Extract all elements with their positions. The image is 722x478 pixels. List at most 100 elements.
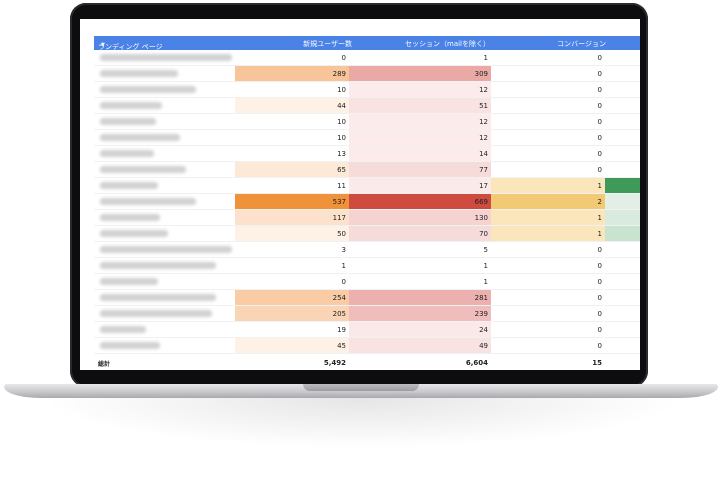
extra-column-cell [605, 210, 640, 225]
blurred-url [100, 246, 232, 253]
extra-column-cell [605, 66, 640, 81]
sessions-cell-value: 70 [479, 230, 488, 238]
new-users-cell-value: 0 [341, 278, 346, 286]
landing-page-cell [94, 66, 235, 81]
landing-page-cell [94, 146, 235, 161]
conversions-cell: 0 [491, 274, 605, 289]
conversions-cell-value: 0 [597, 310, 602, 318]
table-row[interactable]: 0 1 0 [94, 274, 640, 290]
sessions-cell-value: 130 [474, 214, 488, 222]
table-row[interactable]: 1 1 0 [94, 258, 640, 274]
blurred-url [100, 342, 160, 349]
extra-column-cell [605, 290, 640, 305]
new-users-cell: 11 [235, 178, 349, 193]
sessions-cell-value: 12 [479, 134, 488, 142]
conversions-cell-value: 0 [597, 150, 602, 158]
sessions-cell: 669 [349, 194, 491, 209]
totals-sessions: 6,604 [465, 359, 488, 367]
blurred-url [100, 70, 178, 77]
new-users-cell-value: 11 [337, 182, 346, 190]
conversions-cell: 1 [491, 178, 605, 193]
new-users-cell: 0 [235, 50, 349, 65]
extra-column-cell [605, 146, 640, 161]
sessions-cell-value: 14 [479, 150, 488, 158]
table-row[interactable]: 10 12 0 [94, 82, 640, 98]
blurred-url [100, 326, 146, 333]
laptop-screen: ランディング ページ ▼ 新規ユーザー数 セッション（mailを除く） コンバージ… [80, 19, 640, 370]
new-users-cell: 0 [235, 274, 349, 289]
conversions-cell-value: 0 [597, 246, 602, 254]
table-row[interactable]: 205 239 0 [94, 306, 640, 322]
landing-page-cell [94, 338, 235, 353]
table-row[interactable]: 3 5 0 [94, 242, 640, 258]
blurred-url [100, 294, 216, 301]
conversions-cell: 1 [491, 210, 605, 225]
blurred-url [100, 102, 162, 109]
table-row[interactable]: 13 14 0 [94, 146, 640, 162]
extra-column-cell [605, 114, 640, 129]
sessions-cell: 14 [349, 146, 491, 161]
new-users-cell: 537 [235, 194, 349, 209]
blurred-url [100, 150, 154, 157]
sessions-cell: 5 [349, 242, 491, 257]
laptop-shadow [40, 398, 682, 448]
table-row[interactable]: 65 77 0 [94, 162, 640, 178]
table-row[interactable]: 289 309 0 [94, 66, 640, 82]
table-row[interactable]: 10 12 0 [94, 130, 640, 146]
sessions-cell-value: 281 [474, 294, 488, 302]
new-users-cell-value: 117 [332, 214, 346, 222]
new-users-cell: 10 [235, 82, 349, 97]
sessions-cell: 239 [349, 306, 491, 321]
new-users-cell: 205 [235, 306, 349, 321]
column-header-conversions[interactable]: コンバージョン [557, 40, 606, 48]
new-users-cell: 19 [235, 322, 349, 337]
new-users-cell-value: 45 [337, 342, 346, 350]
conversions-cell-value: 0 [597, 294, 602, 302]
sessions-cell: 77 [349, 162, 491, 177]
sessions-cell: 12 [349, 82, 491, 97]
new-users-cell-value: 44 [337, 102, 346, 110]
sessions-cell: 24 [349, 322, 491, 337]
column-header-sessions[interactable]: セッション（mailを除く） [405, 40, 490, 48]
sessions-cell: 281 [349, 290, 491, 305]
landing-page-cell [94, 242, 235, 257]
table-row[interactable]: 254 281 0 [94, 290, 640, 306]
conversions-cell: 0 [491, 66, 605, 81]
table-row[interactable]: 50 70 1 [94, 226, 640, 242]
table-row[interactable]: 45 49 0 [94, 338, 640, 354]
new-users-cell-value: 254 [332, 294, 346, 302]
sessions-cell: 49 [349, 338, 491, 353]
table-row[interactable]: 10 12 0 [94, 114, 640, 130]
table-row[interactable]: 19 24 0 [94, 322, 640, 338]
caret-down-icon[interactable]: ▼ [101, 42, 105, 48]
conversions-cell-value: 1 [597, 182, 602, 190]
blurred-url [100, 310, 212, 317]
table-row[interactable]: 11 17 1 [94, 178, 640, 194]
conversions-cell: 1 [491, 226, 605, 241]
blurred-url [100, 118, 156, 125]
table-row[interactable]: 44 51 0 [94, 98, 640, 114]
extra-column-cell [605, 274, 640, 289]
extra-column-cell [605, 322, 640, 337]
totals-label: 総計 [98, 361, 111, 368]
totals-row: 総計 5,492 6,604 15 [94, 354, 640, 370]
table-row[interactable]: 117 130 1 [94, 210, 640, 226]
sessions-cell-value: 49 [479, 342, 488, 350]
new-users-cell: 44 [235, 98, 349, 113]
blurred-url [100, 166, 186, 173]
conversions-cell-value: 0 [597, 86, 602, 94]
blurred-url [100, 278, 158, 285]
new-users-cell: 3 [235, 242, 349, 257]
table-row[interactable]: 537 669 2 [94, 194, 640, 210]
new-users-cell-value: 10 [337, 134, 346, 142]
column-header-new-users[interactable]: 新規ユーザー数 [303, 40, 352, 48]
conversions-cell: 0 [491, 162, 605, 177]
new-users-cell-value: 19 [337, 326, 346, 334]
new-users-cell: 10 [235, 130, 349, 145]
sessions-cell: 12 [349, 130, 491, 145]
extra-column-cell [605, 178, 640, 193]
table-row[interactable]: 0 1 0 [94, 50, 640, 66]
sessions-cell: 309 [349, 66, 491, 81]
conversions-cell: 0 [491, 306, 605, 321]
new-users-cell: 65 [235, 162, 349, 177]
